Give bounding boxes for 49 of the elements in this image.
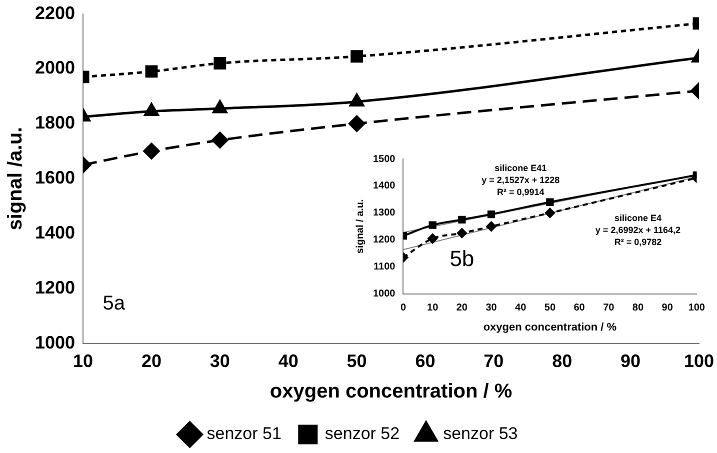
- y-tick-label: 1500: [372, 154, 396, 165]
- x-tick-label: 50: [346, 351, 367, 372]
- legend-label: senzor 53: [443, 424, 518, 444]
- x-tick-label: 100: [688, 302, 706, 314]
- y-tick-label: 1400: [34, 222, 76, 242]
- annotation: silicone E4: [614, 212, 662, 223]
- annotation: y = 2,6992x + 1164,2: [595, 224, 681, 235]
- x-tick-label: 30: [210, 351, 230, 372]
- x-tick-label: 70: [603, 302, 615, 314]
- y-tick-label: 1100: [374, 262, 396, 273]
- y-tick-label: 1200: [372, 234, 396, 246]
- annotation: 5a: [102, 292, 126, 314]
- x-tick-label: 30: [486, 302, 498, 314]
- x-tick-label: 40: [278, 351, 298, 372]
- y-tick-label: 1400: [372, 180, 396, 192]
- x-tick-label: 70: [484, 351, 504, 372]
- y-tick-label: 1600: [34, 168, 76, 188]
- x-tick-label: 50: [544, 302, 556, 314]
- x-tick-label: 90: [662, 302, 674, 314]
- x-tick-label: 0: [400, 302, 406, 314]
- x-axis-title: oxygen concentration / %: [483, 321, 617, 334]
- x-tick-label: 100: [684, 351, 714, 372]
- annotation: R² = 0,9782: [614, 237, 662, 248]
- y-tick-label: 1000: [372, 288, 396, 300]
- annotation: y = 2,1527x + 1228: [482, 175, 560, 186]
- legend-label: senzor 52: [324, 424, 400, 444]
- x-tick-label: 90: [620, 351, 641, 372]
- x-tick-label: 40: [515, 302, 527, 314]
- y-tick-label: 1300: [372, 208, 396, 219]
- annotation: 5b: [450, 246, 474, 272]
- y-axis-title: signal /a.u.: [4, 126, 27, 230]
- y-tick-label: 1200: [34, 277, 76, 298]
- legend-label: senzor 51: [206, 424, 282, 444]
- y-tick-label: 2200: [34, 2, 76, 23]
- x-tick-label: 80: [632, 302, 644, 314]
- annotation: R² = 0,9914: [496, 187, 544, 198]
- y-tick-label: 1800: [34, 112, 76, 133]
- x-tick-label: 10: [427, 302, 439, 314]
- y-tick-label: 2000: [34, 58, 76, 78]
- y-tick-label: 1000: [34, 332, 76, 352]
- y-axis-title: signal / a.u.: [354, 198, 366, 254]
- x-tick-label: 20: [141, 351, 162, 372]
- annotation: silicone E41: [494, 162, 547, 173]
- x-tick-label: 60: [415, 351, 436, 372]
- x-axis-title: oxygen concentration / %: [270, 380, 512, 403]
- x-tick-label: 60: [574, 302, 586, 314]
- x-tick-label: 80: [552, 351, 572, 372]
- x-tick-label: 10: [73, 351, 94, 372]
- x-tick-label: 20: [456, 302, 468, 314]
